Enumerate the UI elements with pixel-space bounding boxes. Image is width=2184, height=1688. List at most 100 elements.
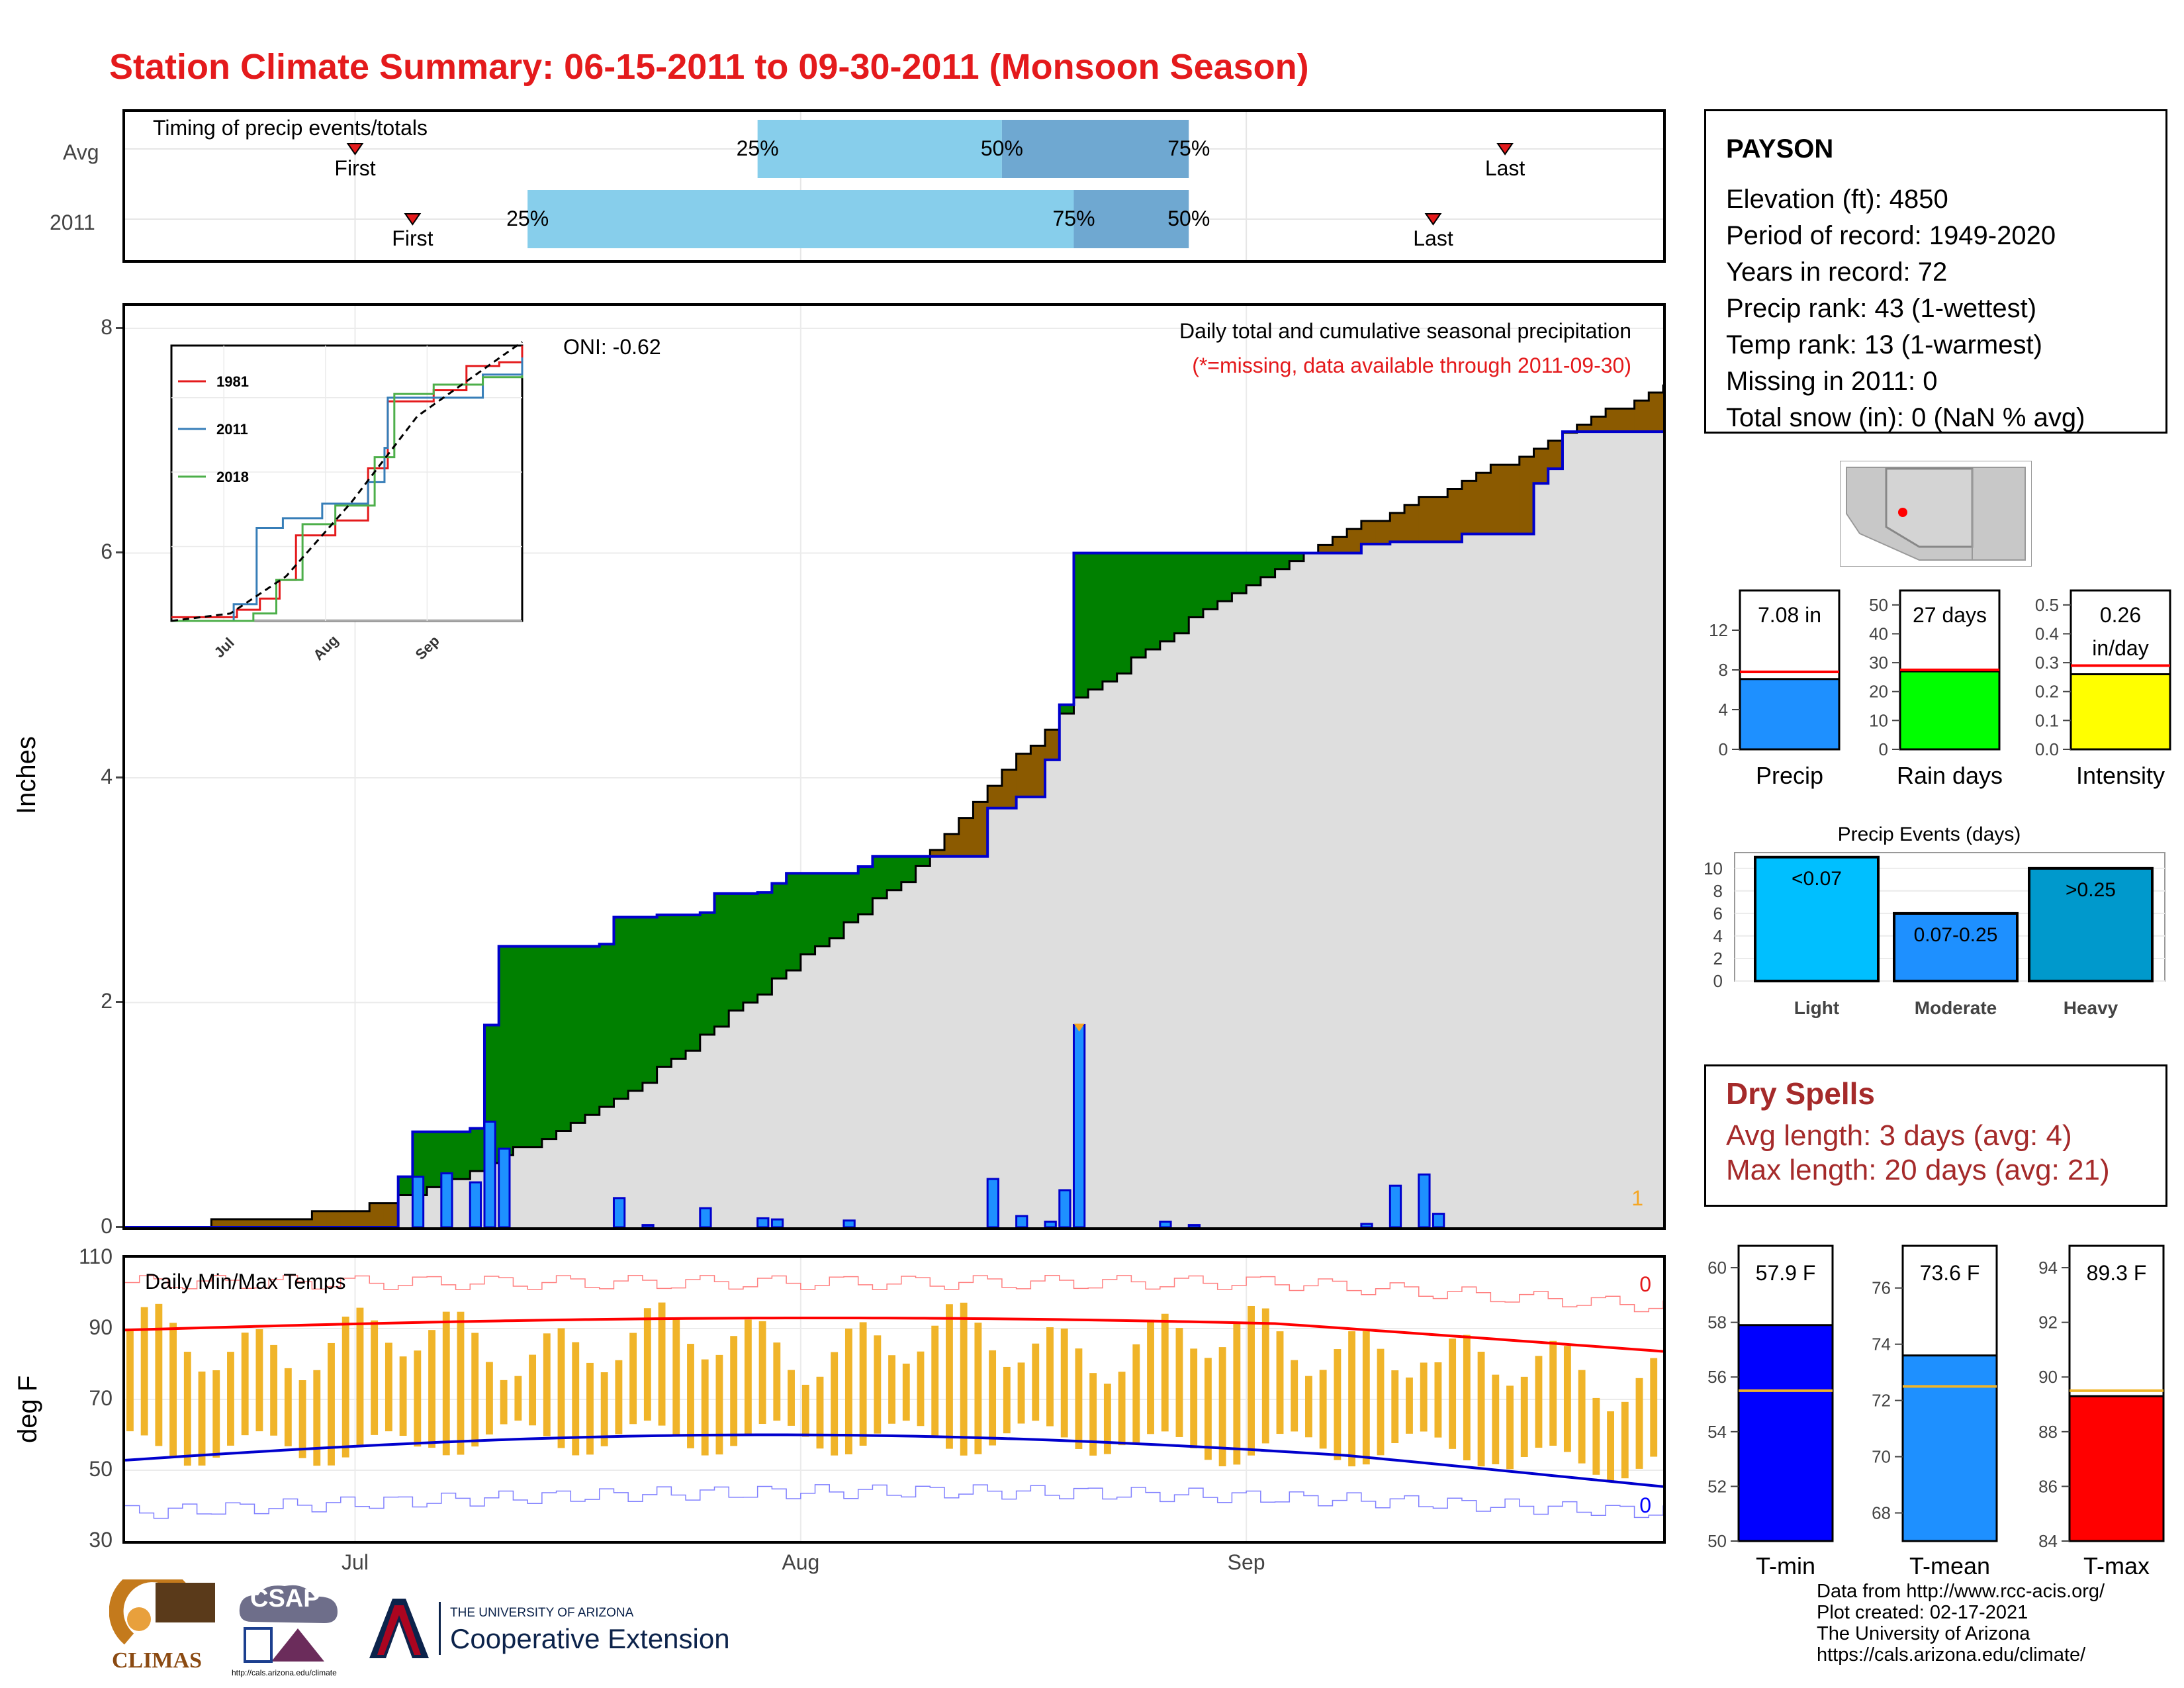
deficit-ribbon xyxy=(1318,545,1334,553)
daily-temp-range-bar xyxy=(715,1354,723,1455)
surplus-ribbon xyxy=(1289,553,1304,561)
daily-precip-bar xyxy=(440,1172,453,1227)
deficit-ribbon xyxy=(254,1219,269,1227)
daily-temp-range-bar xyxy=(1261,1308,1269,1444)
credit-line: Data from http://www.rcc-acis.org/ xyxy=(1817,1581,2105,1602)
summary-bar-label: Intensity xyxy=(2076,762,2165,789)
record-low-line xyxy=(125,1484,1663,1519)
temps-label: Daily Min/Max Temps xyxy=(145,1270,346,1293)
deficit-ribbon xyxy=(930,850,945,857)
daily-temp-range-bar xyxy=(1248,1305,1255,1456)
temp-bar-tick-label: 60 xyxy=(1707,1258,1727,1278)
surplus-ribbon xyxy=(1189,553,1204,618)
temp-bar-tick-label: 88 xyxy=(2038,1422,2058,1442)
surplus-ribbon xyxy=(872,856,887,898)
daily-temp-range-bar xyxy=(543,1333,551,1436)
deficit-ribbon xyxy=(1030,745,1046,797)
daily-precip-bar xyxy=(483,1120,496,1227)
daily-temp-range-bar xyxy=(730,1336,738,1446)
events-bar-heavy xyxy=(2028,867,2154,983)
inset-cumulative-chart: 0246JulAugSep198120112018 xyxy=(154,341,523,663)
x-tick-label: Jul xyxy=(341,1550,369,1574)
surplus-ribbon xyxy=(541,946,557,1139)
daily-precip-bar xyxy=(1388,1184,1402,1227)
daily-temp-range-bar xyxy=(931,1325,939,1437)
dry-spells-box: Dry Spells Avg length: 3 days (avg: 4) M… xyxy=(1704,1064,2167,1207)
timing-pct-label: 50% xyxy=(981,136,1023,160)
summary-bar-tick-label: 40 xyxy=(1869,624,1888,643)
surplus-ribbon xyxy=(498,946,514,1155)
summary-bar-tick-label: 12 xyxy=(1709,620,1728,640)
csap-logo-graphic xyxy=(239,1585,338,1663)
surplus-ribbon xyxy=(686,915,701,1051)
surplus-ribbon xyxy=(614,917,629,1099)
daily-temp-range-bar xyxy=(1607,1411,1614,1481)
daily-temp-range-bar xyxy=(1362,1331,1370,1465)
events-bar-range: 0.07-0.25 xyxy=(1914,924,1998,946)
surplus-ribbon xyxy=(1246,553,1261,585)
summary-bar-tick-label: 0 xyxy=(1719,739,1728,759)
deficit-ribbon xyxy=(326,1211,341,1227)
deficit-ribbon xyxy=(1649,392,1663,432)
summary-bar-tick-label: 4 xyxy=(1719,700,1728,720)
daily-precip-bar xyxy=(641,1224,655,1227)
daily-temp-range-bar xyxy=(399,1356,407,1436)
temp-bar-tick-label: 74 xyxy=(1872,1335,1891,1354)
surplus-ribbon xyxy=(455,1131,471,1180)
daily-temp-range-bar xyxy=(888,1355,895,1424)
temp-bar-label: T-max xyxy=(2083,1552,2150,1575)
surplus-ribbon xyxy=(1217,553,1233,602)
daily-temp-range-bar xyxy=(744,1319,752,1434)
temperature-summary-bars: 57.9 F T-min 50 52 54 56 58 60 73.6 F T-mean 68 70 7… xyxy=(1707,1244,2165,1575)
daily-temp-range-bar xyxy=(1161,1313,1169,1432)
ua-logo-line2: Cooperative Extension xyxy=(450,1623,730,1654)
daily-temp-range-bar xyxy=(1017,1362,1025,1424)
inset-legend-label: 2018 xyxy=(216,469,249,485)
timing-last-label: Last xyxy=(1485,156,1525,180)
daily-temp-range-bar xyxy=(1319,1370,1327,1449)
surplus-ribbon xyxy=(657,915,672,1067)
summary-bar-tick-label: 20 xyxy=(1869,682,1888,702)
daily-temp-range-bar xyxy=(1089,1373,1097,1456)
daily-temp-range-bar xyxy=(371,1320,379,1435)
events-bar-range: >0.25 xyxy=(2066,879,2116,901)
surplus-ribbon xyxy=(441,1131,457,1180)
events-bar-moderate xyxy=(1893,912,2019,982)
temp-bar-tick-label: 94 xyxy=(2038,1258,2058,1278)
temp-bar-label: T-min xyxy=(1756,1552,1815,1575)
surplus-ribbon xyxy=(829,873,844,939)
timing-bar-25-50 xyxy=(757,120,1002,178)
precip-ytick-label: 4 xyxy=(101,764,113,788)
surplus-ribbon xyxy=(815,873,830,947)
daily-temp-range-bar xyxy=(1218,1347,1226,1467)
daily-precip-bar xyxy=(1432,1213,1445,1227)
daily-temp-range-bar xyxy=(1060,1329,1068,1438)
daily-temp-range-bar xyxy=(1549,1340,1557,1446)
deficit-ribbon xyxy=(1332,537,1347,553)
daily-temp-range-bar xyxy=(1492,1374,1500,1465)
timing-first-marker xyxy=(404,213,422,226)
surplus-ribbon xyxy=(585,946,600,1115)
daily-precip-bar xyxy=(1044,1221,1057,1227)
surplus-ribbon xyxy=(570,946,586,1123)
deficit-ribbon xyxy=(1045,729,1060,760)
daily-temp-range-bar xyxy=(442,1311,450,1456)
precip-events-chart: Precip Events (days) 0 2 4 6 8 10 <0.07 Light 0.0… xyxy=(1704,823,2165,1018)
summary-bar-tick-label: 10 xyxy=(1869,710,1888,730)
temp-bar-tick-label: 76 xyxy=(1872,1278,1891,1298)
deficit-ribbon xyxy=(1576,424,1592,432)
daily-temp-range-bar xyxy=(514,1376,522,1421)
events-bar-label: Heavy xyxy=(2064,998,2118,1018)
daily-temp-range-bar xyxy=(1003,1366,1011,1434)
temp-bar-value: 57.9 F xyxy=(1756,1261,1816,1285)
surplus-ribbon xyxy=(1146,553,1161,649)
precip-ytick-label: 2 xyxy=(101,989,113,1013)
summary-bar-tick-label: 50 xyxy=(1869,595,1888,615)
temp-bar-tick-label: 86 xyxy=(2038,1476,2058,1496)
daily-temp-range-bar xyxy=(471,1333,479,1447)
daily-temp-range-bar xyxy=(1535,1356,1543,1448)
inset-xtick-label: Jul xyxy=(211,634,238,661)
station-info-line: Years in record: 72 xyxy=(1726,258,1948,287)
dry-spells-max: Max length: 20 days (avg: 21) xyxy=(1726,1154,2110,1186)
station-location-marker xyxy=(1898,508,1907,517)
